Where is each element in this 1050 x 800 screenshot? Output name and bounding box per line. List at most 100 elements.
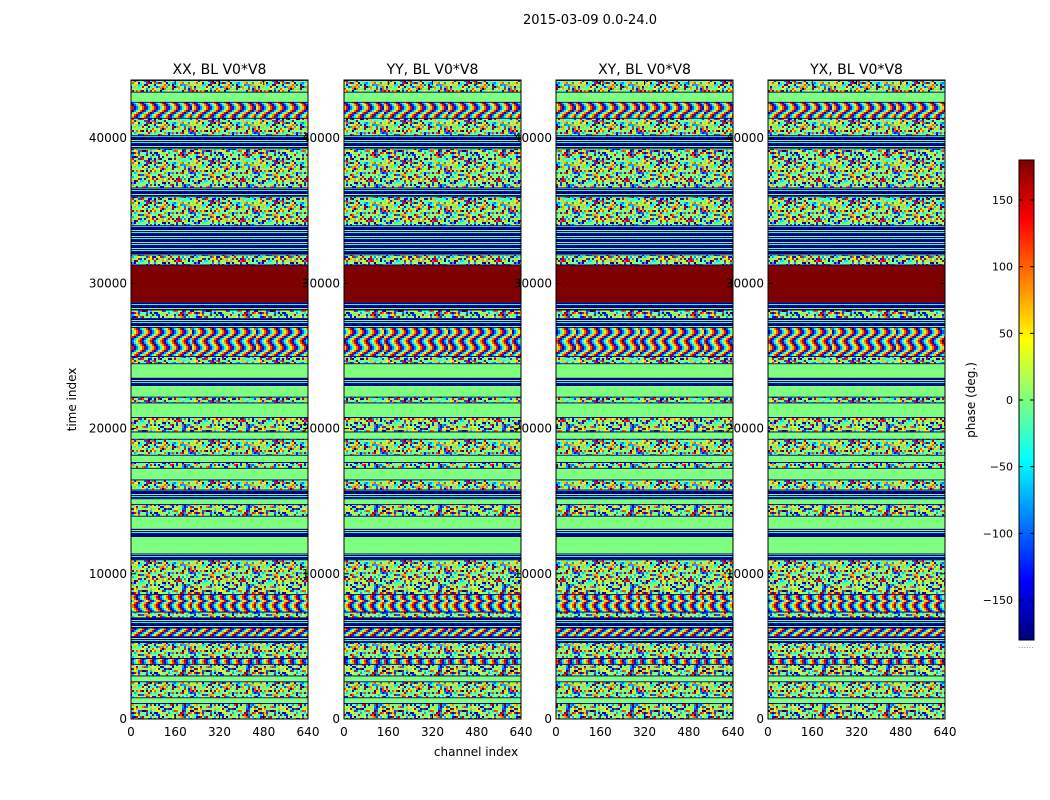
time-band-noisy: [768, 196, 945, 226]
band-edge-line: [556, 681, 733, 683]
band-edge-line: [768, 611, 945, 613]
time-band-noisy: [344, 309, 521, 319]
time-band-dark: [131, 225, 308, 255]
band-edge-line: [131, 402, 308, 404]
colorbar-tick-label: 50: [999, 327, 1013, 340]
y-tick-label: 20000: [302, 422, 340, 436]
time-band-noisy: [768, 396, 945, 403]
band-edge-line: [344, 254, 521, 256]
time-band-noisy: [344, 355, 521, 364]
panel-4: YX, BL V0*V8 0 160 320 480 640 0 10000 20000 3000…: [726, 62, 957, 739]
band-edge-line: [344, 416, 521, 418]
time-band-flagged: [131, 454, 308, 462]
band-edge-line: [344, 402, 521, 404]
time-band-dark: [556, 135, 733, 149]
x-tick-label: 0: [552, 725, 560, 739]
time-band-noisy: [768, 438, 945, 455]
time-band-noisy: [344, 642, 521, 659]
time-band-noisy: [768, 254, 945, 265]
time-band-fringe: [768, 326, 945, 356]
time-band-dark: [344, 377, 521, 385]
band-edge-line: [556, 627, 733, 629]
band-edge-line: [768, 627, 945, 629]
time-band-flagged: [768, 431, 945, 439]
time-band-saturated: [556, 264, 733, 303]
time-band-flagged: [556, 515, 733, 529]
band-edge-line: [344, 101, 521, 103]
band-edge-line: [344, 617, 521, 619]
time-band-noisy: [131, 461, 308, 468]
panel-1: XX, BL V0*V8 0 160 320 480 640 0 10000 20000 3000…: [65, 62, 319, 739]
panel-title: YY, BL V0*V8: [386, 62, 479, 78]
colorbar-tick-label: −100: [983, 527, 1013, 540]
band-edge-line: [768, 117, 945, 119]
time-band-noisy: [556, 611, 733, 618]
time-band-dark: [768, 302, 945, 310]
time-band-noisy: [768, 559, 945, 595]
y-tick-label: 20000: [89, 422, 127, 436]
time-band-flagged: [556, 402, 733, 417]
band-edge-line: [344, 536, 521, 538]
band-edge-line: [556, 642, 733, 644]
time-band-flagged: [768, 467, 945, 480]
time-band-noisy: [131, 479, 308, 490]
time-band-flagged: [344, 363, 521, 378]
time-band-fringe: [768, 627, 945, 637]
time-band-dark: [344, 636, 521, 643]
time-band-flagged: [768, 536, 945, 554]
time-band-fringe: [344, 627, 521, 637]
band-edge-line: [131, 515, 308, 517]
band-edge-line: [131, 536, 308, 538]
time-band-noisy: [556, 479, 733, 490]
time-band-noisy: [556, 396, 733, 403]
time-band-fringe: [131, 326, 308, 356]
band-edge-line: [344, 489, 521, 491]
band-edge-line: [344, 326, 521, 328]
time-band-dark: [344, 553, 521, 560]
band-edge-line: [768, 363, 945, 365]
time-band-noisy: [131, 611, 308, 618]
time-band-dark: [768, 553, 945, 560]
time-band-fringe: [131, 627, 308, 637]
band-edge-line: [131, 117, 308, 119]
band-edge-line: [768, 318, 945, 320]
time-band-fringe: [556, 627, 733, 637]
time-band-dark: [344, 225, 521, 255]
band-edge-line: [344, 675, 521, 677]
band-edge-line: [768, 187, 945, 189]
band-edge-line: [768, 264, 945, 266]
band-edge-line: [768, 384, 945, 386]
panel-3: XY, BL V0*V8 0 160 320 480 640 0 10000 20000 3000…: [514, 62, 745, 739]
time-band-noisy: [556, 117, 733, 136]
y-tick-label: 10000: [726, 567, 764, 581]
band-edge-line: [768, 675, 945, 677]
colorbar-tick-label: −150: [983, 594, 1013, 607]
band-edge-line: [556, 302, 733, 304]
band-edge-line: [556, 148, 733, 150]
band-edge-line: [344, 302, 521, 304]
band-edge-line: [131, 663, 308, 665]
panels-group: XX, BL V0*V8 0 160 320 480 640 0 10000 20000 3000…: [65, 62, 956, 759]
time-band-noisy: [768, 117, 945, 136]
time-band-flagged: [131, 675, 308, 682]
band-edge-line: [556, 196, 733, 198]
band-edge-line: [768, 438, 945, 440]
time-band-noisy: [344, 396, 521, 403]
band-edge-line: [344, 594, 521, 596]
time-band-noisy: [344, 438, 521, 455]
time-band-dark: [344, 302, 521, 310]
band-edge-line: [131, 309, 308, 311]
band-edge-line: [131, 326, 308, 328]
x-tick-label: 640: [510, 725, 533, 739]
band-edge-line: [556, 396, 733, 398]
time-band-noisy: [131, 117, 308, 136]
time-band-fringe: [556, 101, 733, 118]
band-edge-line: [556, 402, 733, 404]
band-edge-line: [768, 461, 945, 463]
band-edge-line: [768, 416, 945, 418]
band-edge-line: [344, 438, 521, 440]
band-edge-line: [556, 264, 733, 266]
band-edge-line: [131, 377, 308, 379]
band-edge-line: [768, 663, 945, 665]
band-edge-line: [344, 663, 521, 665]
